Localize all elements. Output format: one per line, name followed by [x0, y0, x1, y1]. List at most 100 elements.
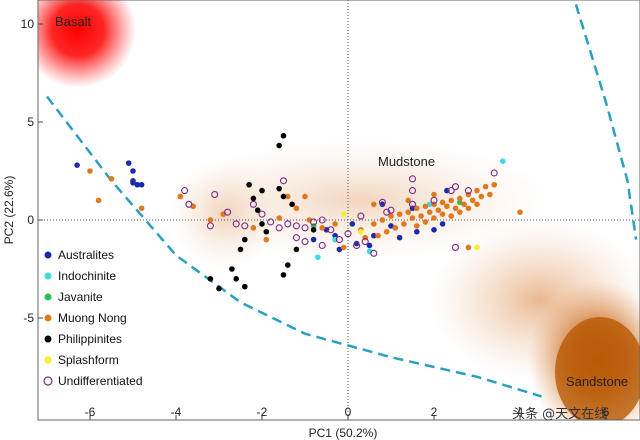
- plot-frame: [37, 0, 640, 421]
- point-undifferentiated: [310, 218, 318, 226]
- point-undifferentiated: [258, 210, 266, 218]
- point-muong-nong: [478, 193, 485, 200]
- point-australites: [439, 221, 446, 227]
- point-philippinites: [207, 276, 214, 282]
- point-undifferentiated: [344, 230, 352, 238]
- point-undifferentiated: [301, 238, 309, 246]
- legend-label-undifferentiated: Undifferentiated: [58, 374, 143, 388]
- point-philippinites: [216, 285, 222, 292]
- x-tick-label: 0: [345, 405, 352, 419]
- point-muong-nong: [276, 215, 283, 221]
- y-tick-label: 10: [21, 17, 35, 31]
- point-philippinites: [263, 228, 270, 235]
- point-muong-nong: [457, 209, 463, 215]
- point-undifferentiated: [387, 206, 395, 214]
- point-muong-nong: [474, 187, 480, 194]
- legend-marker-indochinite: [44, 272, 52, 280]
- point-australites: [130, 168, 136, 174]
- point-australites: [336, 246, 343, 253]
- point-muong-nong: [371, 221, 377, 227]
- point-muong-nong: [319, 225, 326, 231]
- point-philippinites: [280, 193, 287, 200]
- legend-label-philippinites: Philippinites: [58, 332, 122, 346]
- legend-label-splashform: Splashform: [58, 353, 119, 367]
- point-undifferentiated: [279, 177, 288, 185]
- legend-marker-javanite: [44, 293, 52, 301]
- point-undifferentiated: [206, 222, 214, 230]
- point-australites: [134, 181, 141, 188]
- point-undifferentiated: [408, 200, 417, 208]
- point-australites: [138, 181, 145, 188]
- point-muong-nong: [405, 209, 412, 215]
- legend-marker-splashform: [44, 356, 52, 364]
- point-muong-nong: [379, 217, 386, 223]
- point-undifferentiated: [224, 208, 232, 216]
- point-muong-nong: [414, 223, 420, 229]
- point-philippinites: [250, 195, 257, 202]
- region-label-mudstone: Mudstone: [378, 154, 435, 169]
- point-australites: [74, 162, 80, 168]
- legend-marker-muong-nong: [44, 314, 52, 322]
- point-philippinites: [280, 132, 287, 139]
- point-muong-nong: [422, 219, 429, 225]
- point-indochinite: [500, 158, 506, 164]
- point-philippinites: [242, 283, 248, 290]
- point-undifferentiated: [353, 241, 361, 250]
- point-muong-nong: [487, 191, 493, 198]
- point-undifferentiated: [284, 220, 292, 228]
- point-muong-nong: [482, 183, 489, 190]
- point-muong-nong: [431, 191, 437, 198]
- point-muong-nong: [250, 225, 257, 231]
- point-muong-nong: [396, 211, 403, 217]
- point-australites: [366, 242, 373, 249]
- point-undifferentiated: [318, 241, 326, 250]
- point-australites: [379, 201, 386, 208]
- boundary-dashed-line-2: [574, 4, 638, 240]
- point-undifferentiated: [451, 243, 460, 251]
- point-philippinites: [246, 181, 252, 188]
- point-undifferentiated: [185, 200, 193, 208]
- legend: Australites Indochinite Javanite Muong Nong…: [43, 248, 143, 388]
- point-indochinite: [426, 201, 433, 208]
- point-undifferentiated: [292, 234, 300, 242]
- point-undifferentiated: [451, 183, 460, 191]
- x-tick-label: 2: [431, 405, 438, 419]
- legend-label-indochinite: Indochinite: [58, 269, 116, 283]
- x-tick-label: -4: [171, 405, 182, 419]
- point-muong-nong: [452, 205, 459, 212]
- point-muong-nong: [474, 201, 480, 208]
- legend-marker-philippinites: [44, 335, 52, 343]
- legend-label-javanite: Javanite: [58, 290, 103, 304]
- point-splashform: [340, 211, 347, 217]
- point-philippinites: [276, 142, 283, 149]
- point-undifferentiated: [241, 222, 249, 230]
- point-muong-nong: [392, 225, 399, 231]
- x-tick-label: -6: [85, 405, 96, 419]
- point-undifferentiated: [370, 249, 378, 257]
- point-muong-nong: [444, 203, 450, 210]
- point-muong-nong: [461, 201, 467, 208]
- point-muong-nong: [371, 201, 377, 208]
- y-tick-label: 5: [27, 115, 34, 129]
- point-undifferentiated: [378, 198, 386, 206]
- point-muong-nong: [388, 213, 394, 219]
- point-muong-nong: [457, 195, 463, 202]
- point-philippinites: [280, 272, 287, 278]
- point-philippinites: [259, 221, 265, 227]
- legend-label-australites: Australites: [58, 248, 114, 262]
- y-axis-label: PC2 (22.6%): [2, 176, 16, 245]
- point-muong-nong: [414, 205, 420, 212]
- point-muong-nong: [448, 197, 455, 204]
- x-tick-label: -2: [257, 405, 268, 419]
- point-australites: [349, 221, 356, 227]
- point-muong-nong: [263, 236, 270, 243]
- region-label-sandstone: Sandstone: [566, 374, 628, 389]
- point-muong-nong: [439, 211, 446, 217]
- point-muong-nong: [207, 217, 214, 223]
- point-muong-nong: [95, 197, 102, 204]
- point-australites: [388, 223, 394, 229]
- point-australites: [431, 227, 437, 233]
- point-australites: [396, 234, 403, 241]
- point-muong-nong: [87, 168, 93, 174]
- point-muong-nong: [138, 205, 145, 212]
